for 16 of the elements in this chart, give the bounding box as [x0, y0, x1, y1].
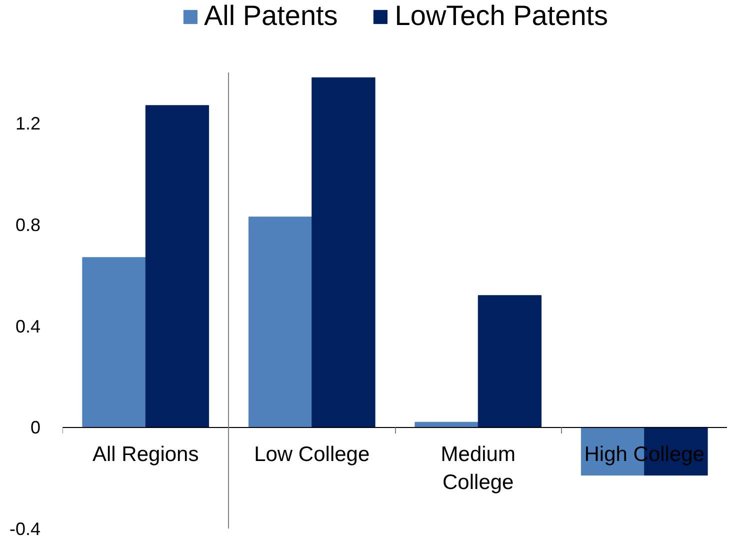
legend-label: All Patents — [204, 0, 338, 32]
bar — [82, 257, 146, 428]
y-tick-label: 0.8 — [15, 215, 41, 235]
y-tick-label: 1.2 — [15, 114, 41, 134]
x-tick-label: All Regions — [92, 443, 199, 466]
y-tick-label: 0 — [30, 418, 41, 438]
bar — [248, 216, 312, 428]
legend-label: LowTech Patents — [394, 0, 608, 32]
bar — [414, 422, 478, 428]
bar — [478, 295, 542, 428]
y-tick-label: 0.4 — [15, 316, 41, 336]
bar — [312, 77, 376, 428]
y-tick-label: -0.4 — [9, 519, 41, 539]
x-tick-label: Medium College — [440, 443, 516, 494]
x-tick-label: Low College — [254, 443, 370, 466]
bar — [145, 105, 210, 428]
